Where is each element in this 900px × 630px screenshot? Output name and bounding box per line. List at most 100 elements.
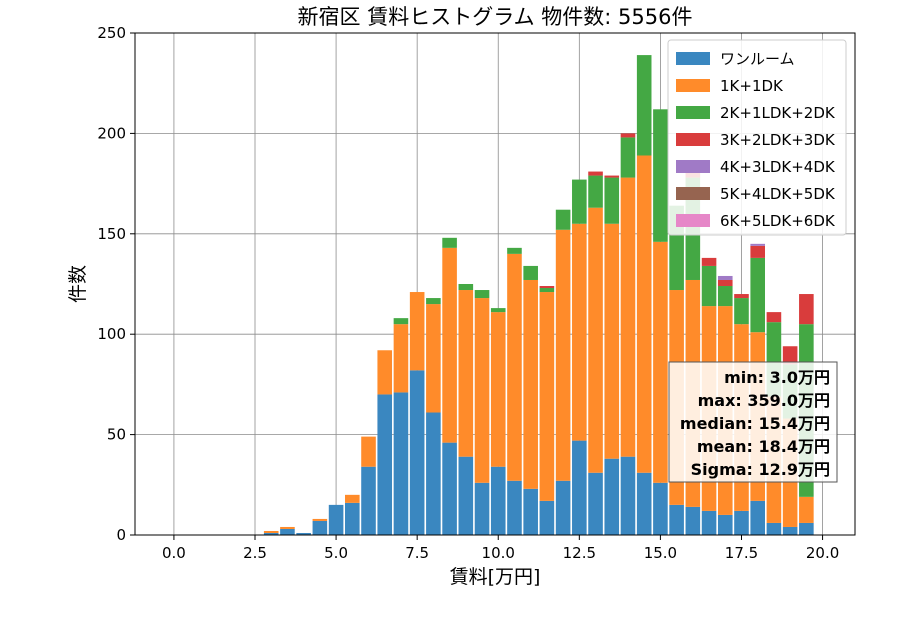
bar-segment [345,502,360,535]
bar-segment [490,312,506,467]
bar-segment [734,298,749,325]
bar-segment [588,171,603,176]
chart-title: 新宿区 賃料ヒストグラム 物件数: 5556件 [298,5,693,29]
legend-label: 4K+3LDK+4DK [720,158,836,176]
bar-segment [507,253,522,481]
bar-segment [701,265,717,307]
bar-segment [490,466,506,535]
bar-segment [717,279,733,287]
bar-segment [393,324,409,393]
bar-segment [312,518,328,521]
y-axis-label: 件数 [67,265,89,303]
bar-segment [604,175,620,178]
bar-segment [377,394,393,535]
x-tick-label: 10.0 [482,544,515,562]
bar-segment [669,504,684,535]
bar-segment [442,247,457,443]
x-tick-label: 0.0 [162,544,186,562]
bar-segment [409,370,425,535]
bar-segment [604,458,620,535]
plot-frame [134,32,856,536]
y-tick-label: 150 [97,225,126,243]
bar-segment [750,500,765,535]
bar-segment [523,488,538,535]
bar-segment [523,265,538,280]
bar-segment [393,392,409,535]
legend-swatch [676,214,710,227]
bar-segment [620,456,636,535]
ticks-group: 0.0 2.5 5.0 7.5 10.0 12.5 15.0 17.5 20.0 0 50 100 15… [97,24,839,562]
bar-segment [312,520,328,535]
bar-segment [280,528,295,535]
legend-frame [667,39,847,236]
bar-segment [572,440,587,535]
bar-segment [426,298,441,305]
bar-segment [750,243,765,246]
bar-segment [620,177,636,457]
bar-segment [766,522,782,535]
bar-segment [458,456,474,535]
bar-segment [490,308,506,313]
x-tick-label: 15.0 [644,544,677,562]
bar-segment [701,510,717,535]
bar-segment [361,466,376,535]
legend-swatch [676,133,710,146]
bar-segment [393,318,409,325]
y-tick-label: 250 [97,24,126,42]
bar-segment [539,288,555,293]
bar-segment [263,530,279,533]
bar-segment [620,133,636,138]
legend-swatch [676,106,710,119]
legend-swatch [676,160,710,173]
bar-segment [555,229,571,481]
bar-segment [474,298,490,483]
legend-swatch [676,187,710,200]
x-tick-label: 2.5 [243,544,267,562]
stats-line: mean: 18.4万円 [697,437,830,456]
bar-segment [263,532,279,535]
bar-segment [458,290,474,457]
bar-segment [588,175,603,208]
y-tick-label: 200 [97,124,126,142]
bar-segment [782,526,798,535]
bar-segment [782,346,798,365]
legend-label: 5K+4LDK+5DK [720,185,836,203]
bar-segment [572,223,587,441]
bar-segment [717,514,733,535]
bar-segment [328,504,344,535]
bar-segment [685,506,701,535]
bar-segment [296,532,311,535]
bar-segment [734,510,749,535]
bar-segment [701,257,717,266]
bar-segment [474,290,490,299]
stats-line: median: 15.4万円 [680,414,830,433]
stats-box: min: 3.0万円 max: 359.0万円 median: 15.4万円 mean… [668,361,838,483]
bar-segment [636,155,652,473]
bar-segment [361,436,376,467]
legend-label: 6K+5LDK+6DK [720,212,836,230]
y-tick-label: 0 [116,526,126,544]
bar-segment [588,207,603,473]
bar-segment [799,522,814,535]
bar-segment [588,472,603,535]
legend-swatch [676,52,710,65]
bar-segment [539,286,555,289]
bar-segment [555,209,571,230]
bar-segment [507,480,522,535]
bar-segment [377,350,393,395]
legend-label: 3K+2LDK+3DK [720,131,836,149]
bar-segment [653,482,668,535]
y-tick-label: 50 [107,426,126,444]
bar-segment [604,223,620,459]
bar-segment [426,412,441,535]
legend-swatch [676,79,710,92]
x-tick-label: 17.5 [725,544,758,562]
bar-segment [442,237,457,248]
x-tick-label: 7.5 [405,544,429,562]
bar-segment [717,286,733,307]
legend: ワンルーム 1K+1DK 2K+1LDK+2DK 3K+2LDK+3DK 4K+3LDK… [667,39,847,236]
bar-segment [620,137,636,178]
bar-segment [539,500,555,535]
legend-label: 2K+1LDK+2DK [720,104,836,122]
